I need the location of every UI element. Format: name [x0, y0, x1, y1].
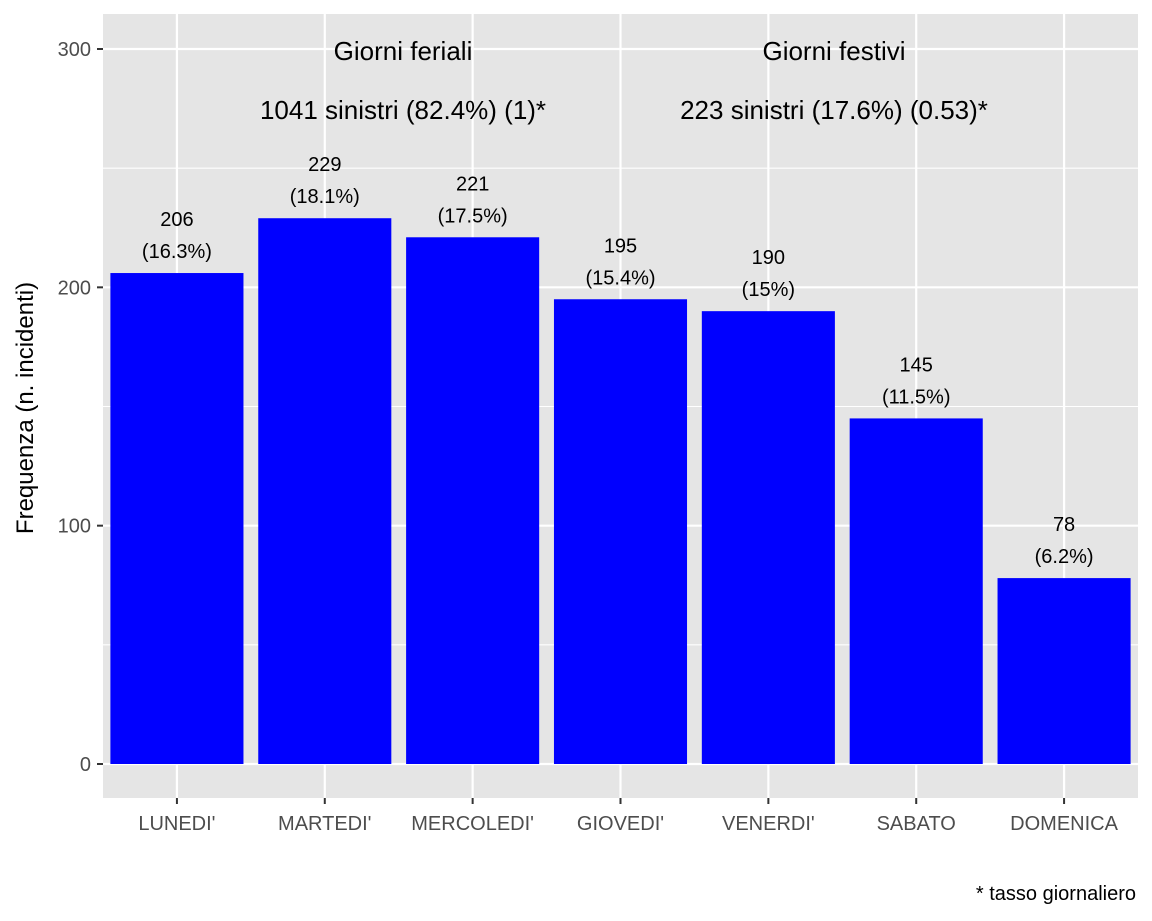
bar-value-label: 229 [308, 154, 341, 176]
y-axis-title: Frequenza (n. incidenti) [12, 282, 39, 534]
bar-percent-label: (6.2%) [1035, 546, 1094, 568]
y-tick-label: 0 [80, 754, 91, 776]
x-tick-label: SABATO [877, 813, 956, 835]
x-tick-label: GIOVEDI' [577, 813, 664, 835]
bar [701, 311, 835, 764]
bar-value-label: 78 [1053, 514, 1075, 536]
x-tick-label: VENERDI' [722, 813, 815, 835]
bar [258, 218, 392, 764]
bar-percent-label: (15.4%) [585, 267, 655, 289]
bar-percent-label: (15%) [742, 279, 795, 301]
bar-value-label: 190 [752, 247, 785, 269]
bar [110, 273, 244, 764]
annotation-feriali-summary: 1041 sinistri (82.4%) (1)* [260, 95, 546, 125]
bar-percent-label: (16.3%) [142, 241, 212, 263]
bar-value-label: 195 [604, 235, 637, 257]
x-tick-label: MERCOLEDI' [411, 813, 534, 835]
x-axis: LUNEDI' MARTEDI' MERCOLEDI' GIOVEDI' VENERDI… [138, 798, 1119, 835]
caption: * tasso giornaliero [976, 883, 1136, 905]
annotations: Giorni feriali 1041 sinistri (82.4%) (1)… [260, 36, 988, 125]
bar-percent-label: (11.5%) [882, 386, 951, 408]
annotation-feriali-title: Giorni feriali [334, 36, 473, 66]
y-tick-label: 300 [58, 39, 91, 61]
bar-labels: 206 (16.3%) 229 (18.1%) 221 (17.5%) 195 (15.4%)… [142, 154, 1094, 568]
bar-percent-label: (18.1%) [290, 186, 360, 208]
bar [553, 299, 688, 764]
x-tick-label: DOMENICA [1010, 813, 1118, 835]
bar [406, 237, 540, 765]
annotation-festivi-title: Giorni festivi [762, 36, 905, 66]
bar [997, 578, 1131, 764]
y-tick-label: 100 [58, 516, 91, 538]
x-tick-label: MARTEDI' [278, 813, 371, 835]
y-axis: 0 100 200 300 [58, 39, 103, 776]
y-tick-label: 200 [58, 277, 91, 299]
bar-value-label: 206 [160, 209, 193, 231]
bar-percent-label: (17.5%) [438, 205, 508, 227]
bar-value-label: 145 [900, 354, 933, 376]
annotation-festivi-summary: 223 sinistri (17.6%) (0.53)* [680, 95, 988, 125]
bar-value-label: 221 [456, 173, 489, 195]
bars [110, 218, 1131, 765]
x-tick-label: LUNEDI' [138, 813, 215, 835]
bar [849, 418, 983, 764]
